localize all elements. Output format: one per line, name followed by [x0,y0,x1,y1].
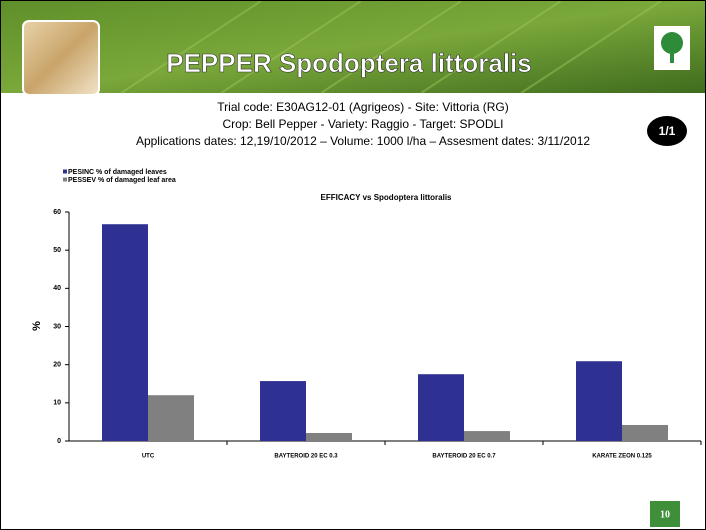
bar [464,431,510,441]
slide-title: PEPPER Spodoptera littoralis [166,48,532,78]
banner [1,1,705,93]
info-line: Trial code: E30AG12-01 (Agrigeos) - Site… [217,100,508,114]
bar [306,432,352,441]
page-number: 10 [660,509,670,520]
legend-marker [63,169,67,174]
chart-title: EFFICACY vs Spodoptera littoralis [321,193,453,202]
logo-trunk [670,51,674,63]
page-number-box [650,501,680,527]
logo-tree [661,32,683,54]
y-tick-label: 40 [53,285,61,292]
info-line: Crop: Bell Pepper - Variety: Raggio - Ta… [222,117,503,131]
bar [148,395,194,441]
x-tick-label: UTC [142,454,155,460]
badge-text: 1/1 [659,124,676,138]
bar [260,381,306,441]
y-tick-label: 0 [57,438,61,445]
legend-marker [63,177,67,182]
legend-label: PESSEV % of damaged leaf area [68,177,176,184]
x-tick-label: BAYTEROID 20 EC 0.7 [432,454,496,460]
info-line: Applications dates: 12,19/10/2012 – Volu… [136,134,590,148]
x-tick-label: BAYTEROID 20 EC 0.3 [274,454,338,460]
wheat-image [22,20,100,96]
banner-texture [120,1,662,94]
x-tick-label: KARATE ZEON 0.125 [592,454,652,460]
bar [576,361,622,441]
y-tick-label: 30 [53,323,61,330]
y-tick-label: 50 [53,247,61,254]
y-tick-label: 60 [53,209,61,216]
y-axis-label: % [31,321,43,331]
bar [622,424,668,441]
bar [418,374,464,441]
y-tick-label: 10 [53,400,61,407]
legend-label: PESINC % of damaged leaves [68,169,167,176]
badge [647,116,687,146]
bar [102,224,148,441]
y-tick-label: 20 [53,362,61,369]
